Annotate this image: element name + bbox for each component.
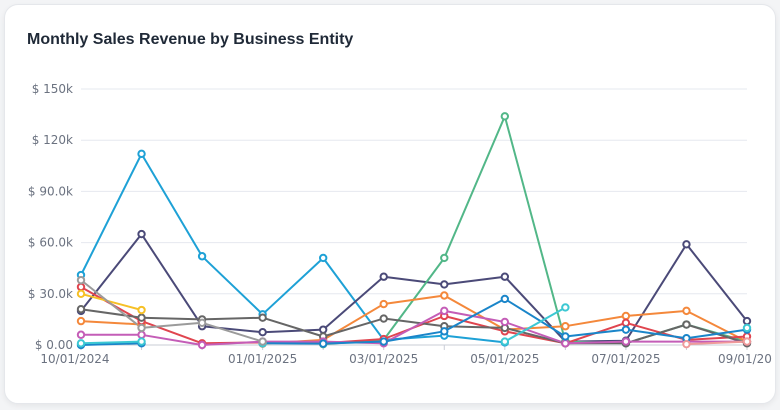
- data-point[interactable]: [137, 229, 146, 239]
- y-tick-label: $ 30.0k: [28, 287, 73, 301]
- data-point[interactable]: [76, 304, 86, 314]
- data-point[interactable]: [500, 337, 510, 346]
- y-tick-label: $ 90.0k: [28, 184, 73, 198]
- data-point[interactable]: [137, 305, 146, 315]
- data-point[interactable]: [197, 318, 207, 328]
- data-point[interactable]: [440, 327, 449, 336]
- data-point[interactable]: [76, 282, 86, 292]
- x-tick-label: 05/01/2025: [470, 352, 539, 366]
- data-point[interactable]: [742, 337, 752, 346]
- data-point[interactable]: [742, 323, 752, 333]
- data-point[interactable]: [137, 313, 146, 322]
- y-tick-label: $ 120k: [32, 133, 73, 147]
- data-point[interactable]: [682, 339, 691, 349]
- data-point[interactable]: [379, 299, 388, 309]
- data-point[interactable]: [258, 337, 267, 346]
- data-point[interactable]: [682, 240, 691, 249]
- data-point[interactable]: [561, 332, 570, 341]
- data-point[interactable]: [561, 339, 570, 348]
- data-point[interactable]: [76, 275, 86, 285]
- data-point[interactable]: [500, 112, 510, 121]
- data-point[interactable]: [440, 280, 449, 289]
- data-point[interactable]: [137, 149, 146, 159]
- data-point[interactable]: [440, 291, 449, 300]
- data-point[interactable]: [318, 339, 328, 348]
- data-point[interactable]: [379, 314, 388, 323]
- data-point[interactable]: [258, 328, 267, 337]
- y-axis: $ 0.00 $ 30.0k $ 60.0k $ 90.0k $ 120k $ 150k: [28, 82, 73, 352]
- data-point[interactable]: [76, 289, 86, 298]
- data-point[interactable]: [318, 325, 328, 334]
- data-point[interactable]: [379, 337, 388, 346]
- data-point[interactable]: [682, 306, 691, 316]
- data-point[interactable]: [500, 294, 510, 304]
- data-point[interactable]: [621, 311, 631, 321]
- chart-title: Monthly Sales Revenue by Business Entity: [27, 31, 354, 48]
- data-point[interactable]: [318, 253, 328, 263]
- data-point[interactable]: [137, 323, 146, 333]
- data-point[interactable]: [682, 320, 691, 329]
- data-point[interactable]: [621, 318, 631, 328]
- data-point[interactable]: [76, 330, 86, 339]
- y-tick-label: $ 150k: [32, 82, 73, 96]
- line-chart: $ 0.00$ 30.0k$ 60.0k$ 90.0k$ 120k$ 150k …: [28, 82, 772, 366]
- data-point[interactable]: [621, 325, 631, 334]
- data-point[interactable]: [742, 316, 752, 326]
- data-point[interactable]: [137, 337, 146, 346]
- y-tick-label: $ 0.00: [35, 338, 73, 352]
- y-tick-label: $ 60.0k: [28, 236, 73, 250]
- data-point[interactable]: [197, 340, 207, 350]
- x-tick-label: 03/01/2025: [349, 352, 418, 366]
- series-line-5: [80, 308, 748, 345]
- data-point[interactable]: [137, 330, 146, 339]
- data-point[interactable]: [76, 316, 86, 326]
- series-line-10: [80, 279, 264, 343]
- data-point[interactable]: [500, 317, 510, 327]
- chart-card: Monthly Sales Revenue by Business Entity…: [4, 4, 776, 404]
- series-line-0: [80, 152, 506, 344]
- data-point[interactable]: [500, 272, 510, 281]
- data-point[interactable]: [440, 306, 449, 316]
- x-axis: 10/01/2024 01/01/2025 03/01/2025 05/01/2025…: [40, 344, 772, 366]
- series-line-9: [80, 292, 143, 311]
- x-tick-label: 09/01/20: [718, 352, 772, 366]
- data-point[interactable]: [440, 253, 449, 263]
- data-point[interactable]: [197, 252, 207, 261]
- x-tick-label: 10/01/2024: [40, 352, 109, 366]
- data-point[interactable]: [561, 303, 570, 312]
- series-lines: [80, 115, 748, 346]
- x-tick-label: 07/01/2025: [591, 352, 660, 366]
- x-tick-label: 01/01/2025: [228, 352, 297, 366]
- series-line-6: [80, 309, 748, 346]
- series-line-11: [685, 340, 748, 346]
- series-points: [76, 112, 752, 350]
- data-point[interactable]: [379, 272, 388, 281]
- data-point[interactable]: [621, 337, 631, 346]
- data-point[interactable]: [258, 313, 267, 322]
- data-point[interactable]: [76, 339, 86, 348]
- data-point[interactable]: [561, 322, 570, 331]
